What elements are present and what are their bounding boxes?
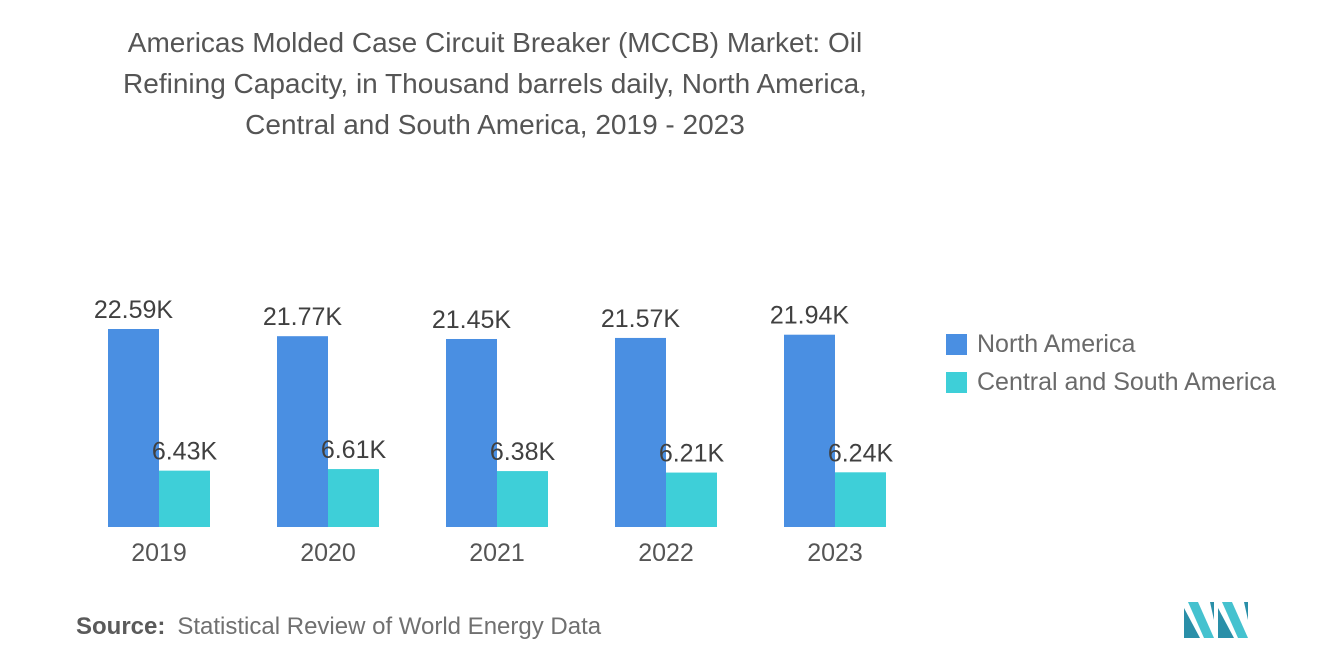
bar-north-america-2019 xyxy=(108,329,159,527)
data-label-north-america-2019: 22.59K xyxy=(94,296,174,324)
data-label-north-america-2023: 21.94K xyxy=(770,302,850,330)
legend-label-north-america: North America xyxy=(977,329,1136,358)
legend-item-central-south-america: Central and South America xyxy=(946,363,1276,401)
data-label-central-and-south-america-2022: 6.21K xyxy=(659,440,725,468)
chart-title-line-3: Central and South America, 2019 - 2023 xyxy=(245,109,745,140)
x-tick-2022: 2022 xyxy=(638,539,694,567)
x-tick-2020: 2020 xyxy=(300,539,356,567)
legend-swatch-central-south-america xyxy=(946,371,967,393)
bar-north-america-2020 xyxy=(277,336,328,527)
x-tick-2021: 2021 xyxy=(469,539,525,567)
data-label-north-america-2021: 21.45K xyxy=(432,306,512,334)
source-note: Source: Statistical Review of World Energ… xyxy=(76,613,601,641)
chart-title-line-1: Americas Molded Case Circuit Breaker (MC… xyxy=(127,27,863,58)
brand-logo-icon xyxy=(1184,602,1248,638)
legend-label-central-south-america: Central and South America xyxy=(977,367,1276,396)
data-label-north-america-2020: 21.77K xyxy=(263,303,343,331)
bar-north-america-2023 xyxy=(784,334,835,527)
bar-central-and-south-america-2022 xyxy=(666,472,717,527)
legend: North America Central and South America xyxy=(946,325,1276,401)
bar-central-and-south-america-2020 xyxy=(328,469,379,527)
bar-central-and-south-america-2023 xyxy=(835,472,886,527)
chart-title: Americas Molded Case Circuit Breaker (MC… xyxy=(40,22,950,145)
legend-item-north-america: North America xyxy=(946,325,1276,363)
data-label-central-and-south-america-2020: 6.61K xyxy=(321,436,387,464)
bar-north-america-2021 xyxy=(446,338,497,527)
bar-central-and-south-america-2019 xyxy=(159,470,210,527)
chart-title-line-2: Refining Capacity, in Thousand barrels d… xyxy=(123,68,867,99)
x-tick-2023: 2023 xyxy=(807,539,863,567)
x-tick-2019: 2019 xyxy=(131,539,187,567)
data-label-central-and-south-america-2021: 6.38K xyxy=(490,438,556,466)
data-label-north-america-2022: 21.57K xyxy=(601,305,681,333)
source-label: Source: xyxy=(76,613,166,640)
source-text: Statistical Review of World Energy Data xyxy=(177,613,602,640)
bar-north-america-2022 xyxy=(615,337,666,527)
data-label-central-and-south-america-2019: 6.43K xyxy=(152,438,218,466)
legend-swatch-north-america xyxy=(946,333,967,355)
data-label-central-and-south-america-2023: 6.24K xyxy=(828,439,894,467)
bar-central-and-south-america-2021 xyxy=(497,471,548,527)
